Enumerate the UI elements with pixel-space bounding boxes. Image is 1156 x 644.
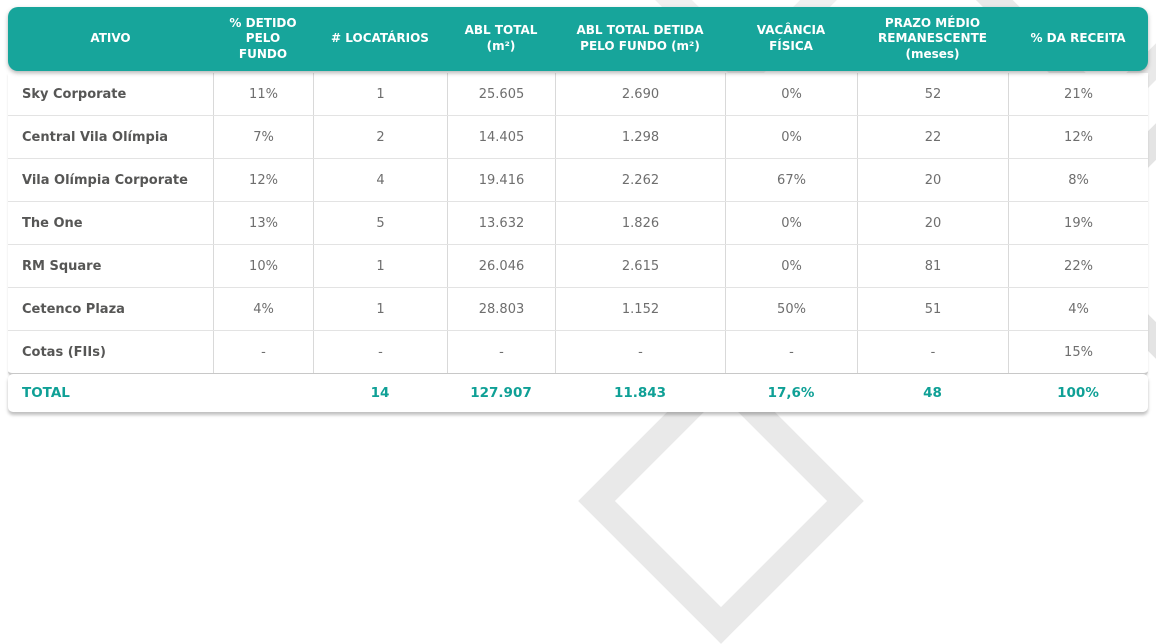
cell: 0% bbox=[725, 116, 857, 158]
asset-name: Cetenco Plaza bbox=[22, 301, 125, 317]
cell: 20 bbox=[857, 159, 1008, 201]
total-cell: 17,6% bbox=[767, 385, 815, 401]
cell: 11% bbox=[213, 73, 313, 115]
table-row: Sky Corporate 11% 1 25.605 2.690 0% 52 2… bbox=[8, 73, 1148, 116]
cell: 26.046 bbox=[447, 245, 555, 287]
table-row: Cetenco Plaza 4% 1 28.803 1.152 50% 51 4… bbox=[8, 288, 1148, 331]
asset-name: Sky Corporate bbox=[22, 86, 127, 102]
cell: 7% bbox=[213, 116, 313, 158]
cell: 51 bbox=[857, 288, 1008, 330]
cell: 12% bbox=[1008, 116, 1148, 158]
total-cell: 127.907 bbox=[470, 385, 532, 401]
cell: 0% bbox=[725, 73, 857, 115]
cell: 15% bbox=[1008, 331, 1148, 373]
asset-name: Vila Olímpia Corporate bbox=[22, 172, 188, 188]
column-header-ativo: ATIVO bbox=[90, 31, 131, 46]
cell: - bbox=[555, 331, 725, 373]
cell: 81 bbox=[857, 245, 1008, 287]
cell: - bbox=[213, 331, 313, 373]
column-header-detido: % DETIDO PELO FUNDO bbox=[229, 15, 297, 61]
total-label: TOTAL bbox=[22, 385, 70, 401]
cell: 13.632 bbox=[447, 202, 555, 244]
cell: 1.298 bbox=[555, 116, 725, 158]
total-cell: 100% bbox=[1057, 385, 1099, 401]
cell: 4% bbox=[1008, 288, 1148, 330]
cell: 1 bbox=[313, 288, 447, 330]
cell: 12% bbox=[213, 159, 313, 201]
cell: 25.605 bbox=[447, 73, 555, 115]
cell: 4% bbox=[213, 288, 313, 330]
cell: - bbox=[857, 331, 1008, 373]
cell: 8% bbox=[1008, 159, 1148, 201]
total-row: TOTAL 14 127.907 11.843 17,6% 48 100% bbox=[8, 374, 1148, 412]
column-header-abl-detida: ABL TOTAL DETIDA PELO FUNDO (m²) bbox=[576, 23, 704, 53]
cell: 1.826 bbox=[555, 202, 725, 244]
cell: 2.262 bbox=[555, 159, 725, 201]
cell: 1 bbox=[313, 73, 447, 115]
asset-name: The One bbox=[22, 215, 83, 231]
table-row: Vila Olímpia Corporate 12% 4 19.416 2.26… bbox=[8, 159, 1148, 202]
cell: 0% bbox=[725, 245, 857, 287]
cell: 22% bbox=[1008, 245, 1148, 287]
table-row: Central Vila Olímpia 7% 2 14.405 1.298 0… bbox=[8, 116, 1148, 159]
cell: 2 bbox=[313, 116, 447, 158]
cell: 4 bbox=[313, 159, 447, 201]
total-cell: 48 bbox=[923, 385, 942, 401]
total-cell: 11.843 bbox=[613, 385, 667, 401]
cell: 5 bbox=[313, 202, 447, 244]
asset-name: Central Vila Olímpia bbox=[22, 129, 169, 145]
total-cell: 14 bbox=[370, 385, 390, 401]
table-row: The One 13% 5 13.632 1.826 0% 20 19% bbox=[8, 202, 1148, 245]
cell: 28.803 bbox=[447, 288, 555, 330]
cell: 67% bbox=[725, 159, 857, 201]
cell: 2.690 bbox=[555, 73, 725, 115]
column-header-abl-total: ABL TOTAL (m²) bbox=[464, 23, 538, 53]
cell: 20 bbox=[857, 202, 1008, 244]
cell: 13% bbox=[213, 202, 313, 244]
cell: 0% bbox=[725, 202, 857, 244]
total-cell bbox=[213, 374, 313, 412]
table-header: ATIVO % DETIDO PELO FUNDO # LOCATÁRIOS A… bbox=[8, 7, 1148, 71]
cell: - bbox=[313, 331, 447, 373]
cell: 1 bbox=[313, 245, 447, 287]
cell: - bbox=[725, 331, 857, 373]
cell: 2.615 bbox=[555, 245, 725, 287]
cell: 19% bbox=[1008, 202, 1148, 244]
table-body: Sky Corporate 11% 1 25.605 2.690 0% 52 2… bbox=[8, 73, 1148, 376]
asset-name: Cotas (FIIs) bbox=[22, 344, 106, 360]
cell: 22 bbox=[857, 116, 1008, 158]
column-header-vacancia: VACÂNCIA FÍSICA bbox=[756, 23, 826, 53]
asset-name: RM Square bbox=[22, 258, 102, 274]
cell: 1.152 bbox=[555, 288, 725, 330]
cell: 50% bbox=[725, 288, 857, 330]
cell: 10% bbox=[213, 245, 313, 287]
cell: 14.405 bbox=[447, 116, 555, 158]
cell: 19.416 bbox=[447, 159, 555, 201]
column-header-prazo-medio: PRAZO MÉDIO REMANESCENTE (meses) bbox=[878, 15, 987, 61]
table-row: RM Square 10% 1 26.046 2.615 0% 81 22% bbox=[8, 245, 1148, 288]
cell: 21% bbox=[1008, 73, 1148, 115]
cell: 52 bbox=[857, 73, 1008, 115]
column-header-locatarios: # LOCATÁRIOS bbox=[331, 31, 429, 46]
cell: - bbox=[447, 331, 555, 373]
column-header-receita: % DA RECEITA bbox=[1030, 31, 1126, 46]
table-row: Cotas (FIIs) - - - - - - 15% bbox=[8, 331, 1148, 373]
